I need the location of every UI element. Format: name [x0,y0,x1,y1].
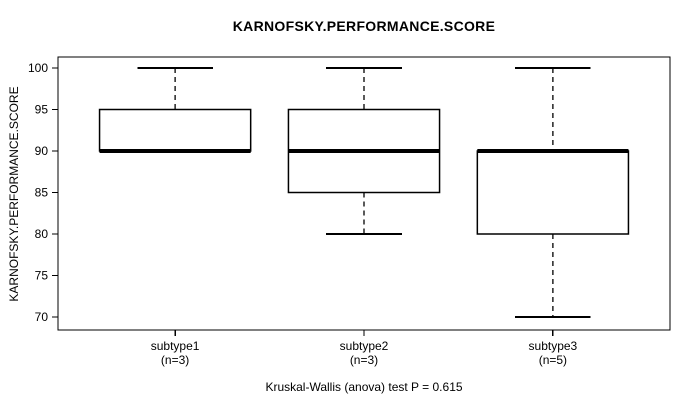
y-tick-label: 75 [35,269,49,283]
category-sublabel: (n=5) [539,353,567,367]
category-sublabel: (n=3) [350,353,378,367]
category-label: subtype2 [340,339,389,353]
iqr-box [98,108,252,152]
stat-test-caption: Kruskal-Wallis (anova) test P = 0.615 [265,380,463,394]
category-label: subtype3 [529,339,578,353]
iqr-box [476,150,630,235]
y-tick-label: 100 [28,61,48,75]
y-tick-label: 80 [35,227,49,241]
category-sublabel: (n=3) [161,353,189,367]
y-tick-label: 85 [35,186,49,200]
chart-title: KARNOFSKY.PERFORMANCE.SCORE [232,18,496,34]
y-tick-label: 90 [35,144,49,158]
y-tick-label: 70 [35,310,49,324]
category-label: subtype1 [151,339,200,353]
y-tick-label: 95 [35,103,49,117]
